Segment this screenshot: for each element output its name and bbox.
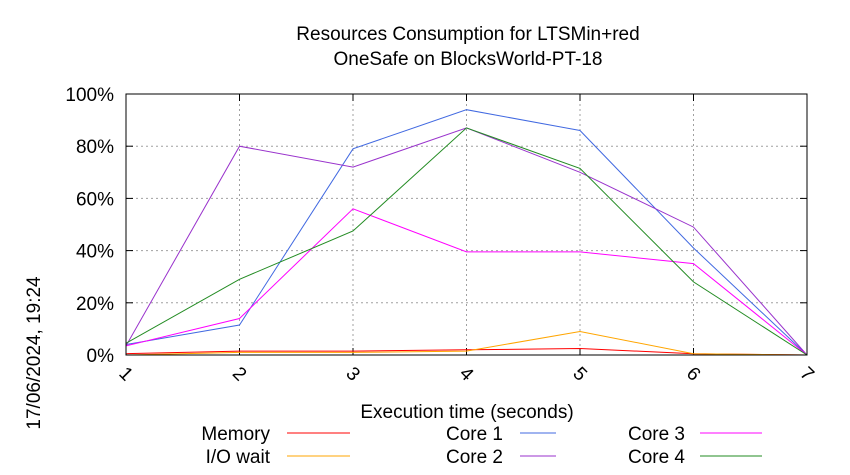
x-tick-label: 3 <box>341 363 363 385</box>
y-tick-label: 100% <box>65 85 114 106</box>
y-axis-ticks: 0% 20% 40% 60% 80% 100% <box>65 85 807 367</box>
series-line-core-1 <box>125 109 808 356</box>
x-tick-label: 5 <box>568 363 590 385</box>
chart-title-line1: Resources Consumption for LTSMin+red <box>296 24 639 45</box>
series-line-core-4 <box>125 127 808 356</box>
timestamp-label: 17/06/2024, 19:24 <box>24 276 45 430</box>
x-tick-label: 4 <box>455 363 478 386</box>
y-tick-label: 0% <box>87 346 115 367</box>
y-tick-label: 60% <box>76 189 114 210</box>
x-tick-label: 7 <box>795 363 817 385</box>
legend-label-core-1: Core 1 <box>446 424 503 445</box>
legend-label-memory: Memory <box>201 424 270 445</box>
grid <box>126 94 807 355</box>
series-line-core-3 <box>125 208 808 356</box>
y-tick-label: 80% <box>76 137 114 158</box>
x-tick-label: 2 <box>228 363 250 385</box>
series-lines <box>125 109 808 356</box>
x-tick-label: 1 <box>114 363 136 385</box>
chart-title-line2: OneSafe on BlocksWorld-PT-18 <box>334 49 603 70</box>
series-line-i-o-wait <box>125 330 808 356</box>
legend-label-i-o-wait: I/O wait <box>206 447 271 468</box>
y-tick-label: 20% <box>76 294 114 315</box>
x-axis-label: Execution time (seconds) <box>360 402 573 423</box>
legend-label-core-3: Core 3 <box>628 424 685 445</box>
plot-border <box>125 93 808 356</box>
legend-label-core-4: Core 4 <box>628 447 685 468</box>
legend-label-core-2: Core 2 <box>446 447 503 468</box>
y-tick-label: 40% <box>76 242 114 263</box>
x-tick-label: 6 <box>682 363 704 385</box>
